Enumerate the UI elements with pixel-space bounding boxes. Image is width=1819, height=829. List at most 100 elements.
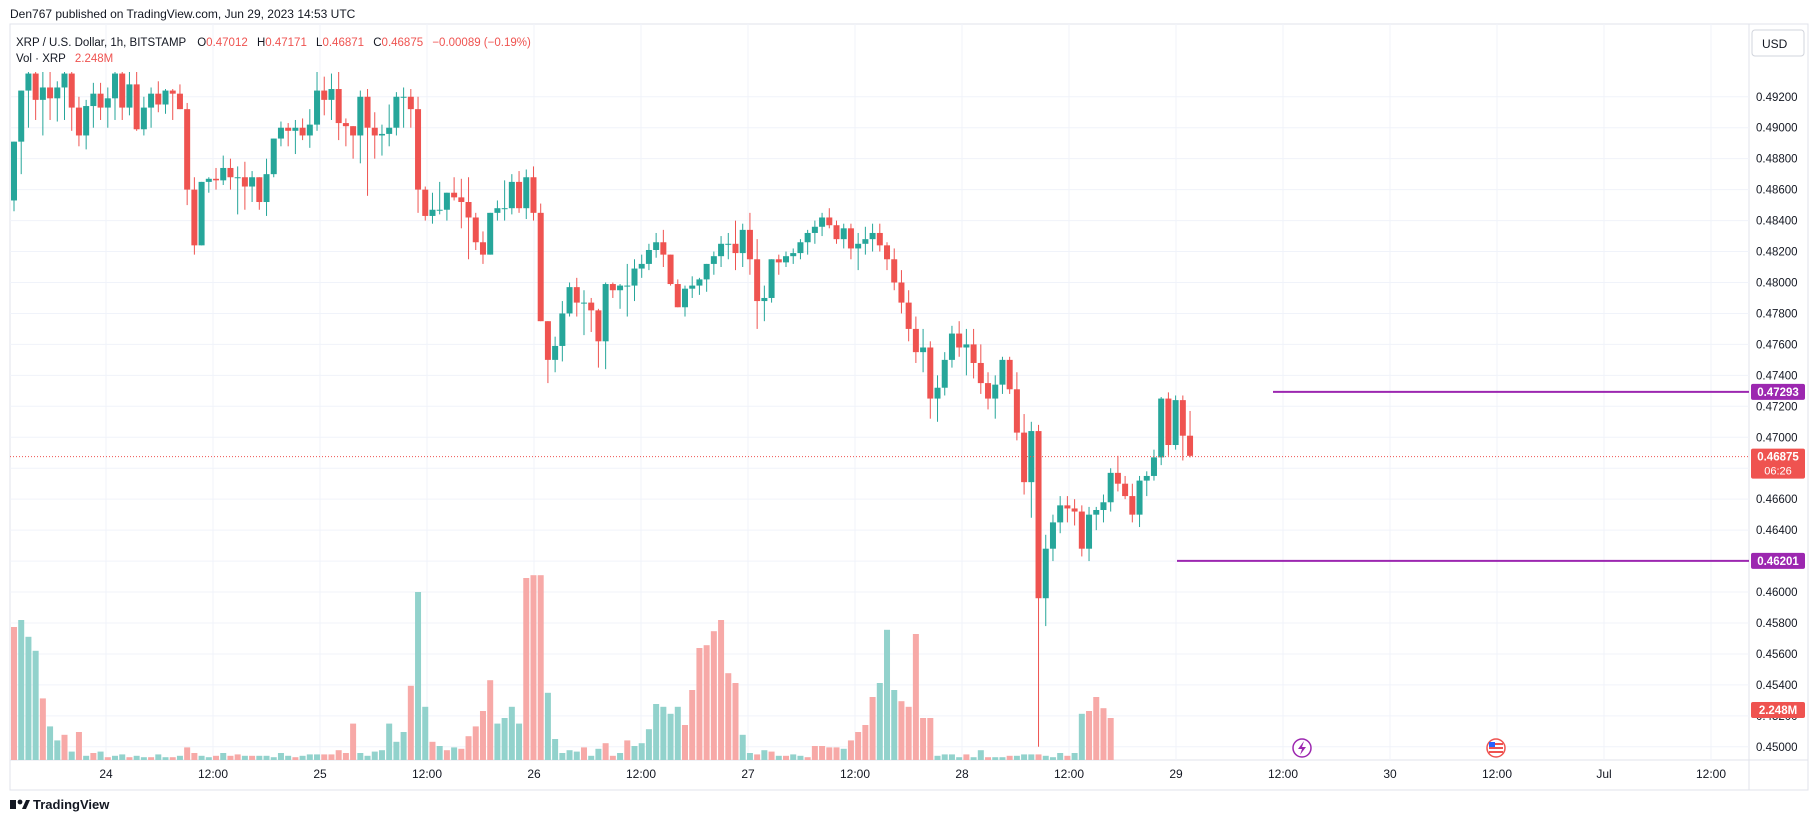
- candle-body[interactable]: [523, 177, 530, 209]
- candle-body[interactable]: [1179, 400, 1186, 436]
- horizontal-levels[interactable]: [10, 390, 1749, 562]
- candle-body[interactable]: [465, 202, 472, 218]
- tradingview-logo[interactable]: TradingView: [10, 797, 110, 812]
- candle-body[interactable]: [653, 242, 660, 250]
- candle-body[interactable]: [364, 96, 371, 128]
- candle-body[interactable]: [198, 181, 205, 246]
- candle-body[interactable]: [54, 87, 61, 99]
- candle-body[interactable]: [761, 297, 768, 302]
- candle-body[interactable]: [1107, 472, 1114, 503]
- candle-body[interactable]: [18, 90, 25, 142]
- price-scale[interactable]: 0.49200 0.49000 0.48800 0.48600 0.48400 0.482…: [1756, 92, 1798, 754]
- time-axis[interactable]: 24 12:00 25 12:00 26 12:00 27 12:00 28 12:00 29 12:…: [99, 767, 1726, 781]
- candle-body[interactable]: [75, 107, 82, 136]
- candle-body[interactable]: [920, 347, 927, 353]
- candle-body[interactable]: [407, 96, 414, 110]
- candle-body[interactable]: [47, 87, 54, 99]
- candle-body[interactable]: [68, 73, 75, 108]
- candle-body[interactable]: [862, 239, 869, 244]
- candle-body[interactable]: [191, 189, 198, 246]
- candle-body[interactable]: [710, 256, 717, 264]
- symbol-legend[interactable]: XRP / U.S. Dollar, 1h, BITSTAMP O0.47012…: [16, 37, 531, 65]
- candle-body[interactable]: [162, 90, 169, 105]
- candle-body[interactable]: [1049, 522, 1056, 549]
- candle-body[interactable]: [314, 90, 321, 125]
- candle-body[interactable]: [884, 245, 891, 260]
- candle-body[interactable]: [941, 359, 948, 388]
- candle-body[interactable]: [133, 84, 140, 130]
- candle-body[interactable]: [458, 197, 465, 203]
- candle-body[interactable]: [429, 209, 436, 216]
- candle-body[interactable]: [1114, 472, 1121, 484]
- candle-body[interactable]: [472, 217, 479, 243]
- candle-body[interactable]: [479, 242, 486, 255]
- candle-body[interactable]: [855, 243, 862, 249]
- candle-body[interactable]: [1013, 389, 1020, 433]
- candle-body[interactable]: [11, 141, 17, 201]
- candle-body[interactable]: [1028, 431, 1035, 483]
- candle-body[interactable]: [140, 107, 147, 130]
- candle-body[interactable]: [1187, 435, 1194, 456]
- candles[interactable]: [11, 72, 1194, 747]
- candle-body[interactable]: [249, 177, 256, 187]
- candle-body[interactable]: [1165, 398, 1172, 446]
- candle-body[interactable]: [970, 344, 977, 363]
- candle-body[interactable]: [790, 253, 797, 257]
- candle-body[interactable]: [155, 93, 162, 105]
- candle-body[interactable]: [234, 177, 241, 179]
- candle-body[interactable]: [1086, 514, 1093, 549]
- candle-body[interactable]: [768, 259, 775, 298]
- candle-body[interactable]: [927, 347, 934, 399]
- candle-body[interactable]: [739, 229, 746, 254]
- candle-body[interactable]: [112, 73, 119, 99]
- candle-body[interactable]: [956, 333, 963, 348]
- candle-body[interactable]: [378, 133, 385, 136]
- candle-body[interactable]: [703, 263, 710, 280]
- candle-body[interactable]: [580, 302, 587, 304]
- candle-body[interactable]: [1136, 480, 1143, 515]
- candle-body[interactable]: [999, 359, 1006, 385]
- candle-body[interactable]: [552, 345, 559, 360]
- candle-body[interactable]: [819, 217, 826, 227]
- candle-body[interactable]: [1172, 400, 1179, 446]
- candle-body[interactable]: [25, 73, 32, 91]
- currency-badge-box[interactable]: [1751, 29, 1805, 57]
- candle-body[interactable]: [328, 89, 335, 100]
- candle-body[interactable]: [588, 302, 595, 311]
- candle-body[interactable]: [660, 242, 667, 255]
- lightning-icon[interactable]: [1292, 738, 1312, 758]
- candle-body[interactable]: [754, 259, 761, 302]
- candle-body[interactable]: [840, 228, 847, 240]
- candle-body[interactable]: [617, 285, 624, 291]
- candle-body[interactable]: [292, 127, 299, 131]
- candle-body[interactable]: [898, 282, 905, 303]
- candle-body[interactable]: [335, 89, 342, 124]
- candle-body[interactable]: [732, 243, 739, 254]
- candle-body[interactable]: [263, 174, 270, 203]
- candle-body[interactable]: [977, 362, 984, 384]
- candle-body[interactable]: [487, 212, 494, 255]
- candle-body[interactable]: [342, 123, 349, 127]
- candle-body[interactable]: [530, 177, 537, 213]
- candle-body[interactable]: [104, 98, 111, 108]
- candle-body[interactable]: [912, 328, 919, 353]
- candle-body[interactable]: [674, 284, 681, 308]
- candle-body[interactable]: [645, 249, 652, 264]
- candle-body[interactable]: [90, 93, 97, 107]
- candle-body[interactable]: [119, 73, 126, 108]
- candle-body[interactable]: [299, 127, 306, 136]
- candle-body[interactable]: [1057, 505, 1064, 523]
- candle-body[interactable]: [537, 212, 544, 322]
- candle-body[interactable]: [148, 93, 155, 108]
- candle-body[interactable]: [602, 284, 609, 342]
- candle-body[interactable]: [1150, 457, 1157, 476]
- candle-body[interactable]: [306, 124, 313, 136]
- candle-body[interactable]: [559, 313, 566, 346]
- candle-body[interactable]: [1093, 510, 1100, 515]
- candle-body[interactable]: [1021, 432, 1028, 483]
- candle-body[interactable]: [83, 106, 90, 136]
- candle-body[interactable]: [905, 302, 912, 329]
- candle-body[interactable]: [775, 259, 782, 263]
- candle-body[interactable]: [566, 287, 573, 314]
